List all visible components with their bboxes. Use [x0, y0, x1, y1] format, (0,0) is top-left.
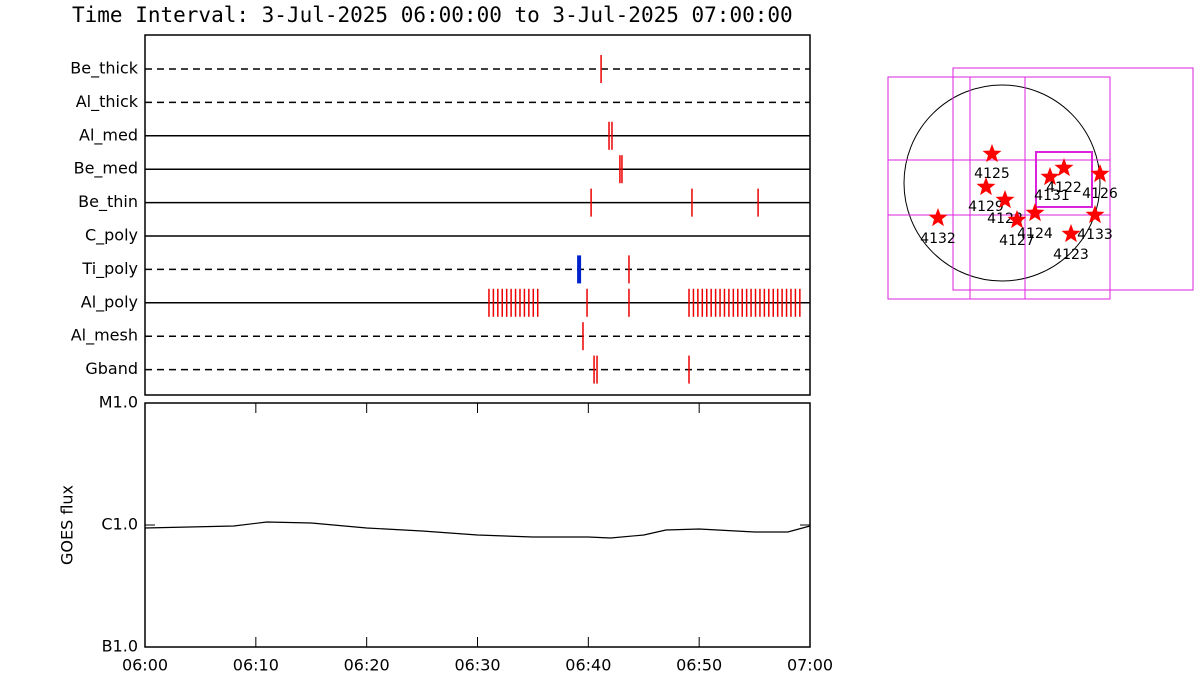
- fov-box: [1035, 151, 1093, 208]
- x-tick-label: 06:40: [565, 656, 611, 675]
- row-label: Be_thick: [70, 59, 138, 79]
- region-star: [1054, 158, 1074, 177]
- x-tick-label: 06:10: [233, 656, 279, 675]
- y-tick-label: M1.0: [99, 393, 138, 412]
- x-tick-label: 06:20: [344, 656, 390, 675]
- region-star: [995, 190, 1015, 209]
- region-star: [1040, 167, 1060, 186]
- row-label: Be_med: [74, 159, 138, 179]
- x-tick-label: 06:30: [454, 656, 500, 675]
- region-star: [976, 177, 996, 196]
- region-label: 4125: [974, 166, 1010, 182]
- region-star: [928, 208, 948, 227]
- fov-box: [952, 67, 1194, 291]
- solar-disk: [903, 84, 1101, 282]
- row-label: C_poly: [85, 226, 138, 246]
- region-label: 4133: [1077, 227, 1113, 243]
- region-label: 4132: [920, 231, 956, 247]
- region-star: [1061, 224, 1081, 243]
- region-star: [1007, 210, 1027, 229]
- title: Time Interval: 3-Jul-2025 06:00:00 to 3-…: [72, 3, 793, 27]
- y-tick-label: C1.0: [101, 515, 138, 534]
- row-label: Al_med: [79, 125, 138, 145]
- region-star: [1085, 205, 1105, 224]
- fov-box: [887, 159, 1111, 216]
- region-label: 4129: [968, 199, 1004, 215]
- y-axis-label: GOES flux: [58, 485, 77, 565]
- region-label: 4127: [999, 233, 1035, 249]
- row-label: Al_mesh: [71, 326, 138, 346]
- row-label: Al_poly: [81, 292, 138, 312]
- x-tick-label: 06:50: [676, 656, 722, 675]
- region-star: [1025, 203, 1045, 222]
- timeline-frame: [144, 34, 811, 396]
- row-label: Al_thick: [76, 92, 139, 112]
- region-label: 4124: [1017, 226, 1053, 242]
- y-tick-label: B1.0: [102, 637, 138, 656]
- region-star: [982, 144, 1002, 163]
- row-label: Be_thin: [78, 192, 138, 212]
- region-label: 4131: [1034, 188, 1070, 204]
- region-star: [1090, 164, 1110, 183]
- row-label: Ti_poly: [81, 259, 138, 279]
- x-tick-label: 06:00: [122, 656, 168, 675]
- region-label: 4123: [1053, 247, 1089, 263]
- region-label: 4126: [1082, 186, 1118, 202]
- region-label: 4122: [1046, 180, 1082, 196]
- x-tick-label: 07:00: [787, 656, 833, 675]
- row-label: Gband: [85, 359, 138, 378]
- goes-curve: [144, 521, 811, 539]
